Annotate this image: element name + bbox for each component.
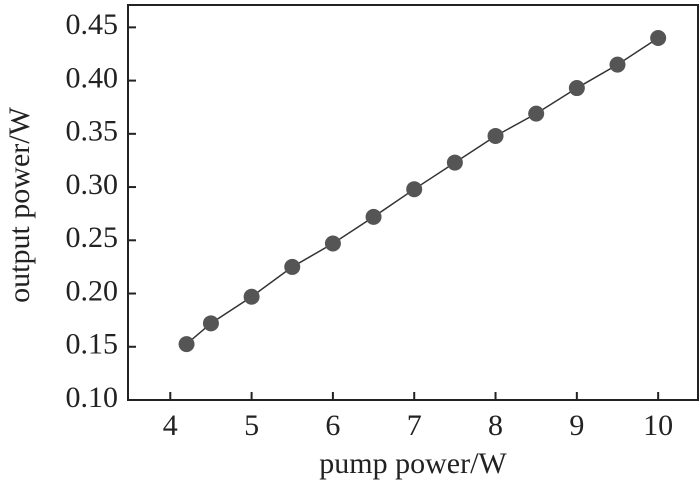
x-tick-label: 6 <box>325 409 340 442</box>
y-tick-label: 0.20 <box>66 274 119 307</box>
data-point <box>446 154 463 171</box>
data-point <box>324 235 341 252</box>
x-tick-label: 9 <box>569 409 584 442</box>
data-point <box>406 181 423 198</box>
data-point <box>178 336 195 353</box>
plot-frame <box>127 4 699 401</box>
data-point <box>284 258 301 275</box>
data-point <box>650 30 667 47</box>
y-tick-label: 0.35 <box>66 115 119 148</box>
y-tick-label: 0.15 <box>66 328 119 361</box>
y-tick-label: 0.40 <box>66 61 119 94</box>
y-axis-label: output power/W <box>3 106 36 302</box>
data-point <box>202 315 219 332</box>
data-point <box>528 105 545 122</box>
data-point <box>243 288 260 305</box>
x-tick-label: 7 <box>407 409 422 442</box>
x-tick-label: 8 <box>488 409 503 442</box>
y-tick-label: 0.25 <box>66 221 119 254</box>
data-point <box>568 80 585 97</box>
y-tick-label: 0.10 <box>66 381 119 414</box>
data-point <box>609 56 626 73</box>
x-tick-label: 5 <box>244 409 259 442</box>
data-point <box>365 208 382 225</box>
x-tick-label: 4 <box>163 409 178 442</box>
y-tick-label: 0.30 <box>66 168 119 201</box>
x-tick-label: 10 <box>643 409 673 442</box>
x-axis-label: pump power/W <box>319 447 507 480</box>
y-tick-label: 0.45 <box>66 8 119 41</box>
data-point <box>487 127 504 144</box>
